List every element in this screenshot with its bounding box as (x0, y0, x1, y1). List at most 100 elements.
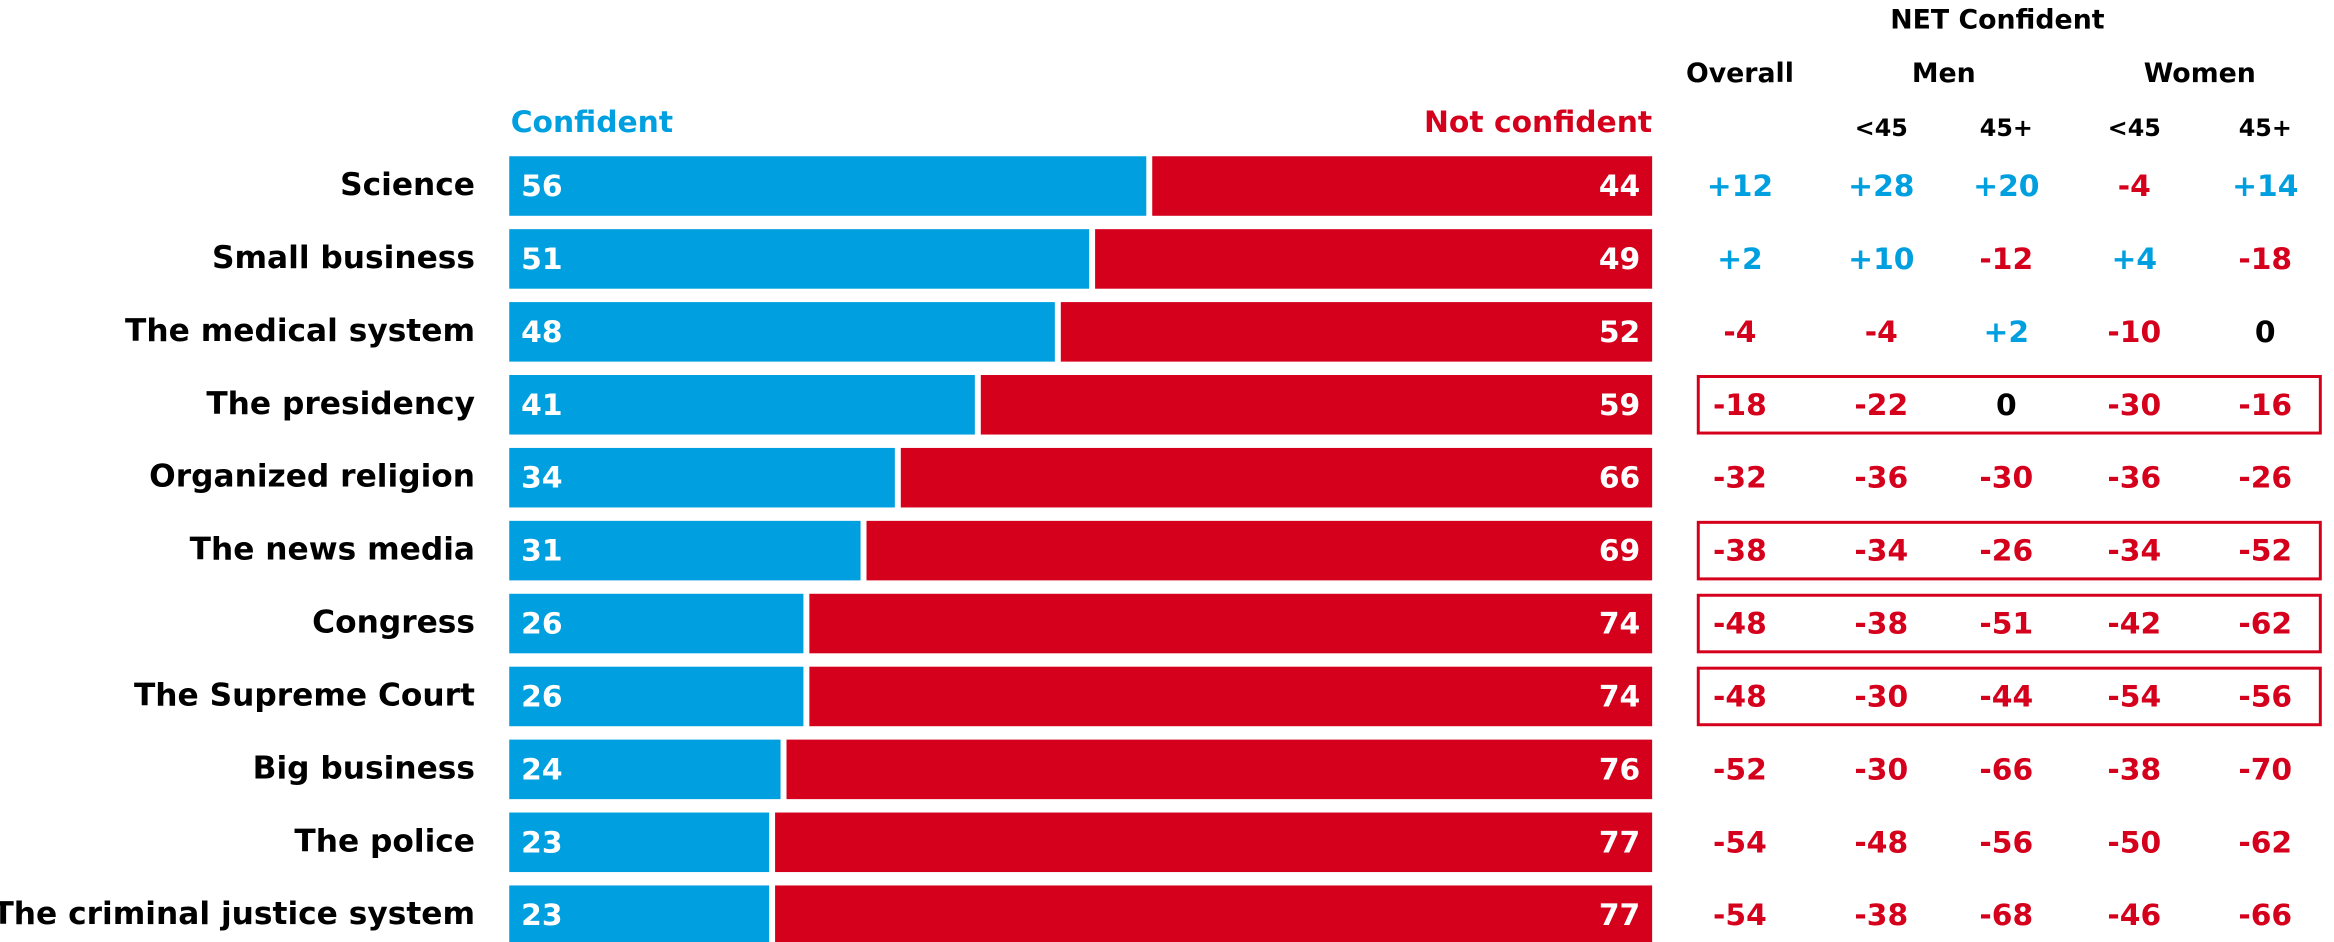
net-value: -34 (2107, 534, 2161, 569)
bar-segment (775, 885, 1653, 942)
bar-segment (1095, 229, 1653, 289)
net-subcolumn-header: 45+ (1980, 114, 2033, 142)
bar-segment (1060, 302, 1653, 362)
net-value: -62 (2238, 607, 2292, 642)
net-value: -48 (1713, 679, 1767, 714)
net-value: -18 (2238, 242, 2292, 277)
highlight-box (1696, 375, 2322, 435)
net-value: -36 (1854, 461, 1908, 496)
net-value: +4 (2111, 242, 2157, 277)
net-group-header: Men (1912, 58, 1976, 89)
bar-value-label: 77 (1599, 898, 1640, 933)
category-label: The news media (190, 532, 475, 568)
net-value: -4 (1865, 315, 1898, 350)
bar-value-label: 24 (521, 752, 562, 787)
bar-value-label: 77 (1599, 825, 1640, 860)
bar-segment (509, 812, 770, 873)
net-value: -26 (1979, 534, 2033, 569)
category-label: Organized religion (149, 459, 475, 495)
net-value: +20 (1973, 169, 2039, 204)
bar-value-label: 52 (1599, 315, 1640, 350)
bar-value-label: 56 (521, 169, 562, 204)
category-label: Science (340, 167, 475, 203)
net-value: -54 (1713, 825, 1767, 860)
bar-segment (509, 375, 975, 435)
bar-segment (786, 739, 1653, 800)
net-value: -38 (1854, 898, 1908, 933)
category-label: The medical system (125, 313, 475, 349)
bar-value-label: 66 (1599, 461, 1640, 496)
legend-confident: Confident (511, 105, 673, 140)
net-group-header: Overall (1686, 58, 1794, 89)
bar-value-label: 76 (1599, 752, 1640, 787)
net-subcolumn-header: 45+ (2239, 114, 2292, 142)
category-label: Congress (312, 605, 475, 641)
bar-segment (866, 520, 1653, 581)
bar-value-label: 74 (1599, 679, 1640, 714)
net-value: -54 (1713, 898, 1767, 933)
net-value: -70 (2238, 752, 2292, 787)
net-value: -34 (1854, 534, 1908, 569)
net-value: -48 (1854, 825, 1908, 860)
net-group-header: Women (2144, 58, 2256, 89)
net-value: -50 (2107, 825, 2161, 860)
bar-segment (775, 812, 1653, 873)
net-value: -12 (1979, 242, 2033, 277)
bar-value-label: 74 (1599, 607, 1640, 642)
category-label: The Supreme Court (134, 677, 475, 713)
net-value: -66 (2238, 898, 2292, 933)
net-value: 0 (2255, 315, 2276, 350)
net-value: -68 (1979, 898, 2033, 933)
net-value: +28 (1848, 169, 1914, 204)
net-value: -18 (1713, 388, 1767, 423)
highlight-box (1696, 520, 2322, 581)
bar-segment (809, 666, 1653, 727)
bar-segment (809, 593, 1653, 654)
net-value: -48 (1713, 607, 1767, 642)
bar-value-label: 26 (521, 607, 562, 642)
net-value: -44 (1979, 679, 2033, 714)
net-value: -52 (2238, 534, 2292, 569)
net-subcolumn-header: <45 (1855, 114, 1908, 142)
bar-value-label: 69 (1599, 534, 1640, 569)
bar-value-label: 31 (521, 534, 562, 569)
category-label: Big business (253, 750, 475, 786)
net-value: -38 (1854, 607, 1908, 642)
bar-segment (509, 666, 804, 727)
net-value: +2 (1983, 315, 2029, 350)
net-value: -30 (1854, 679, 1908, 714)
bar-segment (509, 156, 1147, 216)
net-value: -26 (2238, 461, 2292, 496)
category-label: The criminal justice system (0, 896, 475, 932)
bar-value-label: 48 (521, 315, 562, 350)
net-value: -36 (2107, 461, 2161, 496)
net-value: -66 (1979, 752, 2033, 787)
bar-value-label: 41 (521, 388, 562, 423)
net-value: -38 (2107, 752, 2161, 787)
net-value: -30 (1854, 752, 1908, 787)
net-value: -51 (1979, 607, 2033, 642)
net-value: -54 (2107, 679, 2161, 714)
legend-not-confident: Not confident (1424, 105, 1652, 140)
net-value: -52 (1713, 752, 1767, 787)
bar-value-label: 44 (1599, 169, 1640, 204)
bar-value-label: 23 (521, 825, 562, 860)
net-value: -16 (2238, 388, 2292, 423)
net-value: -10 (2107, 315, 2161, 350)
bar-segment (509, 739, 781, 800)
net-value: +2 (1717, 242, 1763, 277)
highlight-box (1696, 593, 2322, 654)
bar-value-label: 34 (521, 461, 562, 496)
category-label: The police (294, 823, 475, 859)
net-value: +10 (1848, 242, 1914, 277)
net-value: -30 (1979, 461, 2033, 496)
bar-segment (509, 593, 804, 654)
bar-segment (980, 375, 1653, 435)
net-value: -62 (2238, 825, 2292, 860)
net-value: -38 (1713, 534, 1767, 569)
net-subcolumn-header: <45 (2108, 114, 2161, 142)
category-label: The presidency (206, 386, 475, 422)
net-value: +12 (1707, 169, 1773, 204)
net-value: -42 (2107, 607, 2161, 642)
